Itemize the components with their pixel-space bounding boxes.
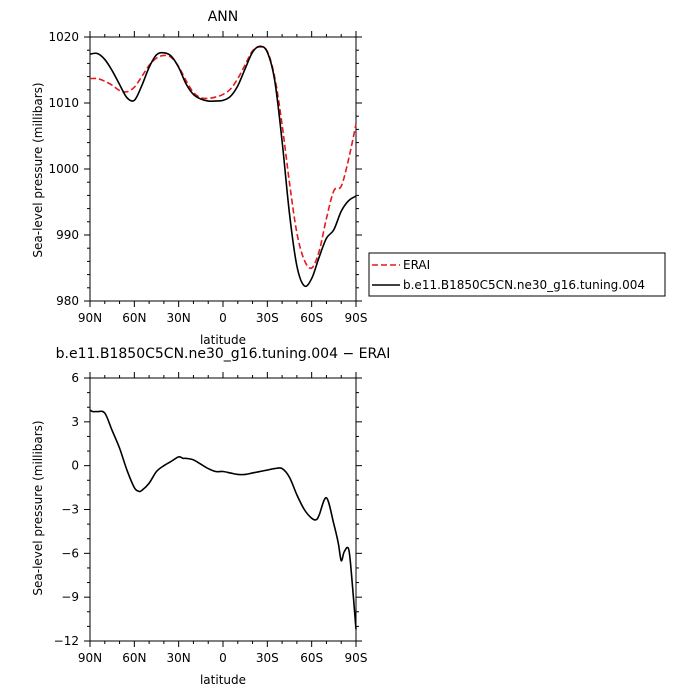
x-tick-label: 60S <box>300 311 323 325</box>
x-tick-label: 30S <box>256 311 279 325</box>
panel-1: 90N 60N 30N 0 30S 60S 90S 980 990 1000 1010 1020 <box>48 30 367 325</box>
x-tick-label: 30N <box>167 311 191 325</box>
y-tick-label: 6 <box>71 371 79 385</box>
x-tick-label: 60N <box>122 311 146 325</box>
y-tick-label: 1020 <box>48 30 79 44</box>
top-panel-title: ANN <box>208 9 239 25</box>
top-panel-y-axis-label: Sea-level pressure (millibars) <box>31 82 45 257</box>
y-tick-label: 1010 <box>48 96 79 110</box>
x-tick-label: 0 <box>219 651 227 665</box>
difference-line <box>89 409 357 630</box>
x-tick-label: 60S <box>300 651 323 665</box>
bottom-panel-x-axis-label: latitude <box>200 673 246 687</box>
x-tick-label: 90S <box>345 311 368 325</box>
y-tick-label: −9 <box>61 590 79 604</box>
y-tick-label: 990 <box>56 228 79 242</box>
x-tick-label: 30N <box>167 651 191 665</box>
x-tick-label: 90N <box>78 311 102 325</box>
bottom-panel-y-axis-label: Sea-level pressure (millibars) <box>31 420 45 595</box>
y-tick-label: 3 <box>71 415 79 429</box>
y-tick-label: 1000 <box>48 162 79 176</box>
legend-box <box>368 252 666 297</box>
legend-label-erai: ERAI <box>403 258 430 272</box>
x-tick-label: 60N <box>122 651 146 665</box>
bottom-panel-title: b.e11.B1850C5CN.ne30_g16.tuning.004 − ER… <box>56 346 391 362</box>
top-panel-x-axis-label: latitude <box>200 333 246 347</box>
erai-line <box>89 46 357 270</box>
legend: ERAI b.e11.B1850C5CN.ne30_g16.tuning.004 <box>368 252 666 297</box>
x-tick-label: 90N <box>78 651 102 665</box>
x-tick-label: 90S <box>345 651 368 665</box>
model-line <box>89 45 357 288</box>
y-tick-label: −3 <box>61 503 79 517</box>
y-tick-label: 980 <box>56 294 79 308</box>
x-tick-label: 0 <box>219 311 227 325</box>
panel-2: 90N 60N 30N 0 30S 60S 90S −12 −9 −6 −3 0 3 6 <box>54 371 368 665</box>
y-tick-label: −12 <box>54 634 79 648</box>
legend-label-model: b.e11.B1850C5CN.ne30_g16.tuning.004 <box>403 278 645 292</box>
y-tick-label: 0 <box>71 459 79 473</box>
panel-2-frame <box>89 377 357 642</box>
x-tick-label: 30S <box>256 651 279 665</box>
y-tick-label: −6 <box>61 546 79 560</box>
